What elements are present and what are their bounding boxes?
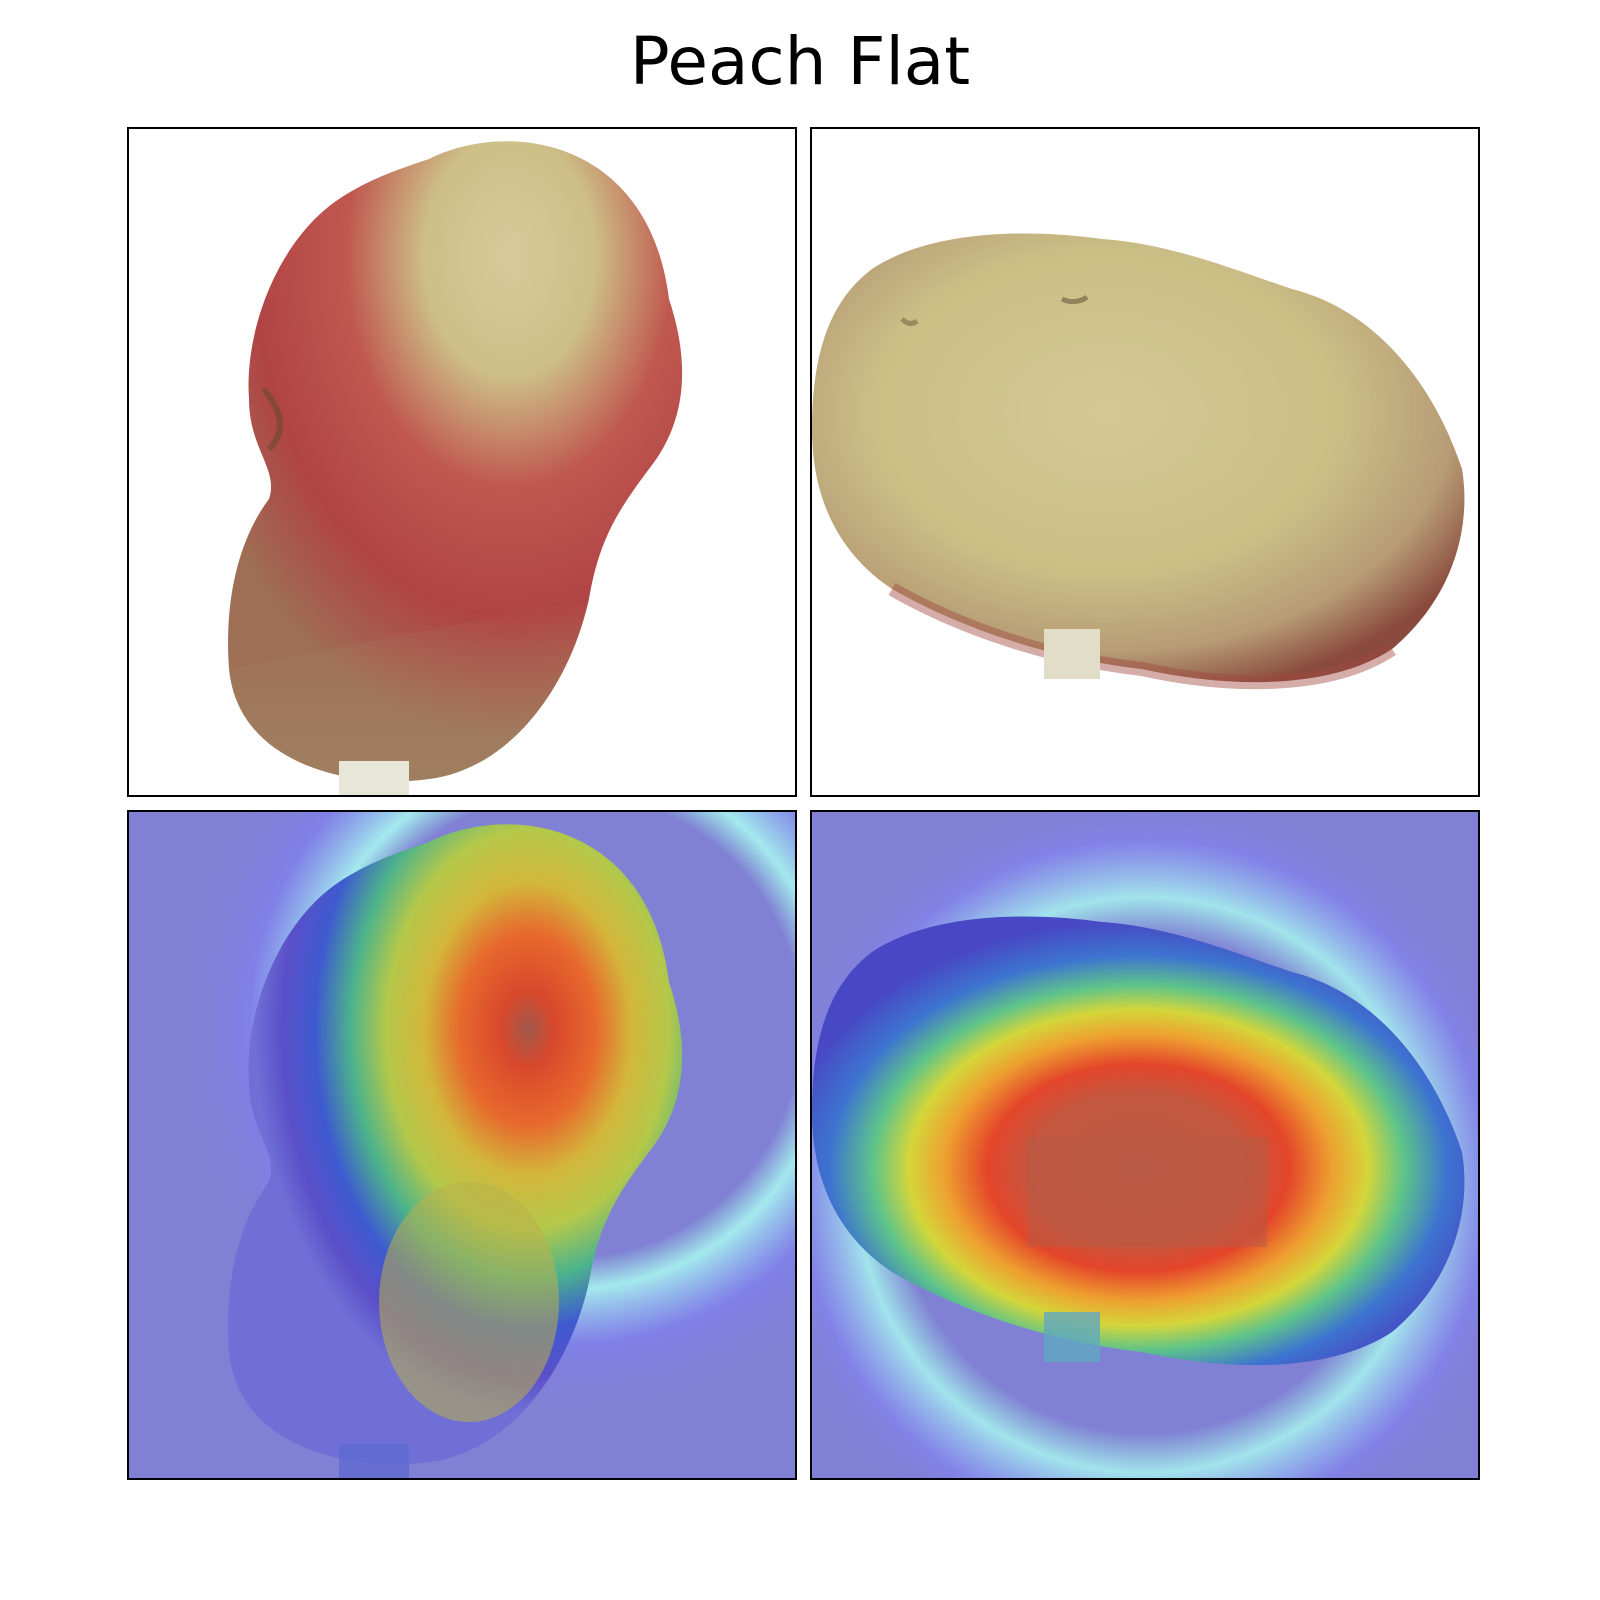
heatmap-overlay-2 <box>812 812 1478 1478</box>
heatmap-overlay-1 <box>129 812 795 1478</box>
photo-panel-peach-1 <box>127 127 797 797</box>
peach-stem-2 <box>1044 629 1100 679</box>
peach-photo-1 <box>129 129 795 795</box>
figure-title: Peach Flat <box>629 23 971 100</box>
peach-body-2 <box>812 233 1465 683</box>
heatmap-panel-peach-2 <box>810 810 1480 1480</box>
peach-photo-2 <box>812 129 1478 795</box>
photo-panel-peach-2 <box>810 127 1480 797</box>
heat-region-1 <box>228 824 683 1465</box>
peach-stem-1 <box>339 761 409 795</box>
heatmap-panel-peach-1 <box>127 810 797 1480</box>
